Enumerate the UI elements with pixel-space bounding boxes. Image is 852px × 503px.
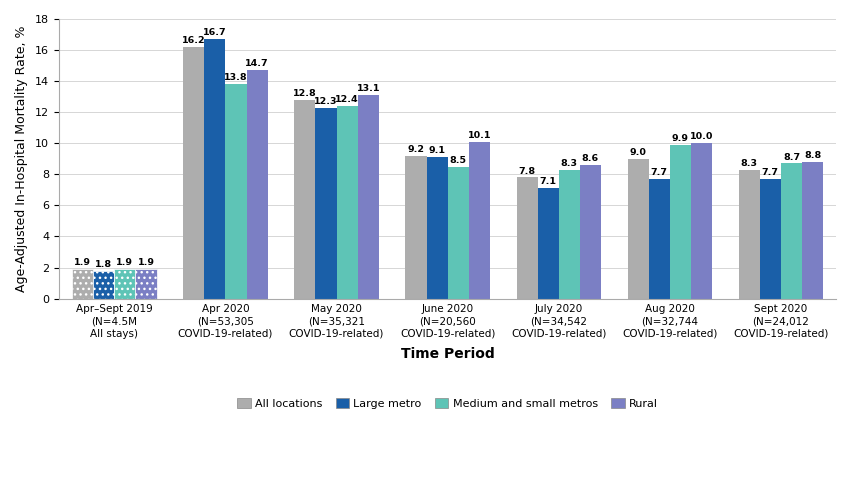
Bar bbox=[670, 145, 691, 299]
Text: 9.0: 9.0 bbox=[630, 148, 647, 157]
Text: 12.4: 12.4 bbox=[336, 95, 359, 104]
Text: 8.7: 8.7 bbox=[783, 152, 800, 161]
Text: 8.8: 8.8 bbox=[804, 151, 821, 160]
Bar bbox=[226, 84, 246, 299]
Text: 8.3: 8.3 bbox=[561, 159, 578, 168]
Bar bbox=[406, 156, 427, 299]
Text: 8.3: 8.3 bbox=[740, 159, 757, 168]
Text: 12.8: 12.8 bbox=[293, 89, 317, 98]
Bar bbox=[781, 163, 802, 299]
Bar bbox=[114, 269, 135, 299]
Bar bbox=[447, 166, 469, 299]
Bar bbox=[72, 269, 93, 299]
Bar bbox=[691, 143, 712, 299]
Bar bbox=[358, 95, 379, 299]
Bar bbox=[580, 165, 601, 299]
Text: 10.1: 10.1 bbox=[468, 131, 491, 140]
Bar bbox=[760, 179, 781, 299]
Text: 1.9: 1.9 bbox=[74, 258, 91, 267]
Text: 8.6: 8.6 bbox=[582, 154, 599, 163]
Text: 7.8: 7.8 bbox=[519, 166, 536, 176]
Y-axis label: Age-Adjusted In-Hospital Mortality Rate, %: Age-Adjusted In-Hospital Mortality Rate,… bbox=[15, 26, 28, 292]
Bar bbox=[648, 179, 670, 299]
Text: 8.5: 8.5 bbox=[450, 156, 467, 164]
Text: 9.1: 9.1 bbox=[429, 146, 446, 155]
Bar bbox=[93, 271, 114, 299]
Bar bbox=[802, 162, 823, 299]
Text: 16.2: 16.2 bbox=[182, 36, 205, 45]
Text: 12.3: 12.3 bbox=[314, 97, 337, 106]
Text: 9.2: 9.2 bbox=[407, 145, 424, 154]
Text: 7.1: 7.1 bbox=[539, 178, 556, 187]
Text: 13.8: 13.8 bbox=[224, 73, 248, 82]
Text: 1.8: 1.8 bbox=[95, 260, 112, 269]
Legend: All locations, Large metro, Medium and small metros, Rural: All locations, Large metro, Medium and s… bbox=[233, 394, 663, 413]
Bar bbox=[294, 100, 315, 299]
Bar bbox=[516, 178, 538, 299]
Bar bbox=[559, 170, 580, 299]
Bar bbox=[739, 170, 760, 299]
Text: 1.9: 1.9 bbox=[137, 258, 154, 267]
Bar bbox=[315, 108, 337, 299]
Text: 7.7: 7.7 bbox=[651, 168, 668, 177]
Text: 9.9: 9.9 bbox=[672, 134, 689, 143]
Bar bbox=[204, 39, 226, 299]
Bar bbox=[183, 47, 204, 299]
Bar bbox=[427, 157, 447, 299]
Bar bbox=[135, 269, 157, 299]
Bar bbox=[337, 106, 358, 299]
Text: 7.7: 7.7 bbox=[762, 168, 779, 177]
Bar bbox=[628, 159, 648, 299]
Bar bbox=[469, 142, 490, 299]
Text: 1.9: 1.9 bbox=[117, 258, 134, 267]
Bar bbox=[246, 70, 268, 299]
Bar bbox=[538, 188, 559, 299]
Text: 10.0: 10.0 bbox=[690, 132, 713, 141]
Text: 13.1: 13.1 bbox=[356, 84, 380, 93]
X-axis label: Time Period: Time Period bbox=[400, 347, 494, 361]
Text: 14.7: 14.7 bbox=[245, 59, 269, 68]
Text: 16.7: 16.7 bbox=[203, 28, 227, 37]
